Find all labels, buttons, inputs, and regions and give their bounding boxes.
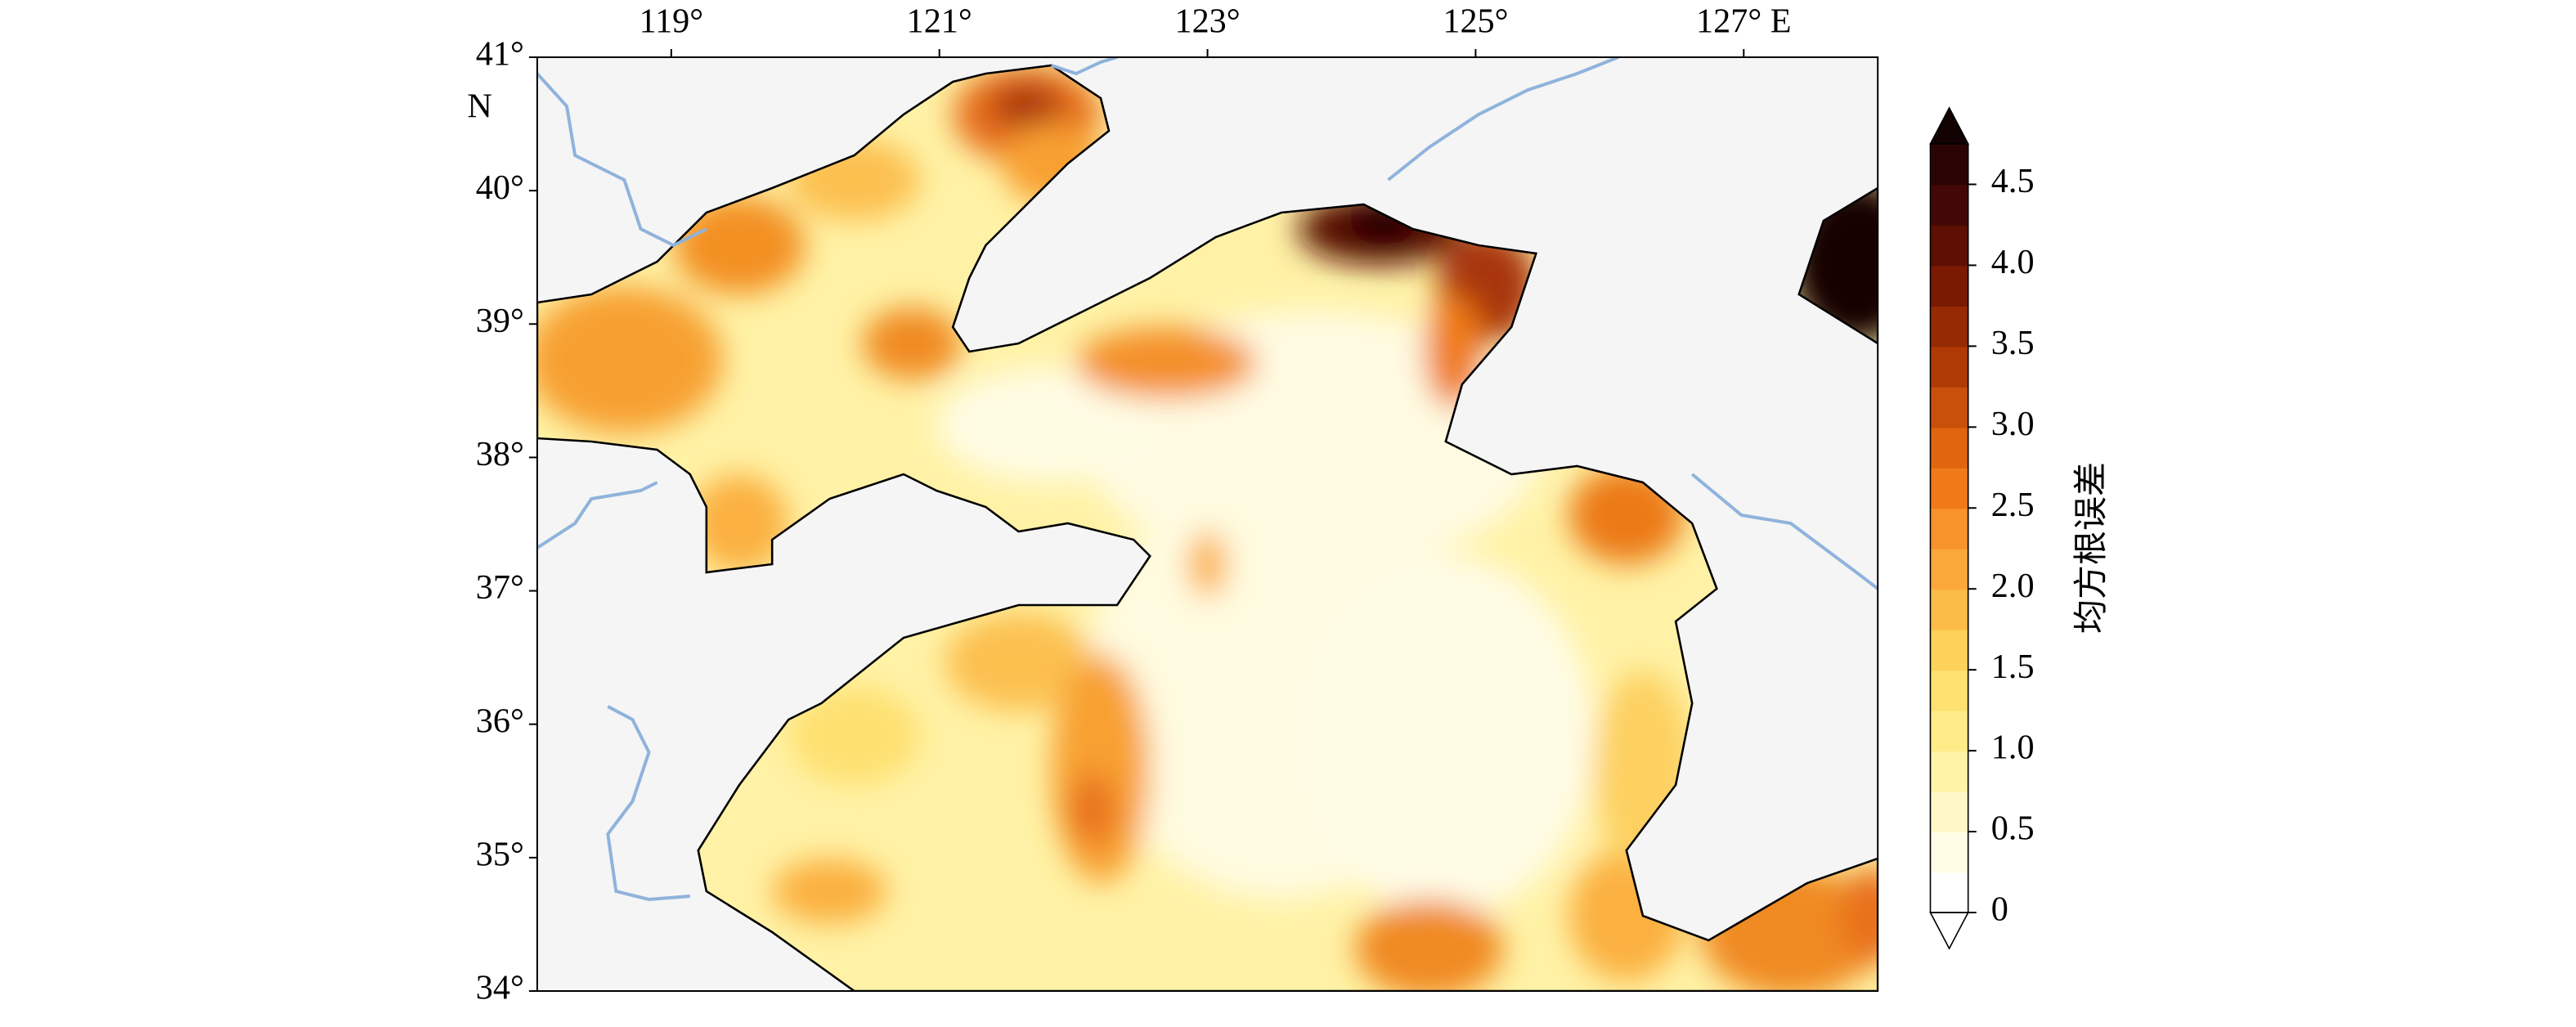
colorbar-segment — [1930, 629, 1968, 671]
colorbar-tick-label: 0.5 — [1991, 809, 2035, 848]
colorbar-tick-label: 2.0 — [1991, 567, 2035, 605]
colorbar-tick-label: 1.0 — [1991, 729, 2035, 767]
colorbar-segment — [1930, 670, 1968, 711]
colorbar-frame — [1929, 143, 1969, 913]
colorbar-segment — [1930, 427, 1968, 469]
colorbar-segment — [1930, 832, 1968, 873]
y-tick-label: 36° — [476, 702, 524, 740]
colorbar-segment — [1930, 872, 1968, 913]
colorbar-segment — [1930, 265, 1968, 307]
colorbar-segment — [1930, 467, 1968, 509]
colorbar-segment — [1930, 508, 1968, 549]
colorbar-tick-label: 4.5 — [1991, 162, 2035, 200]
y-tick-label: 34° — [476, 969, 524, 1007]
rivers — [536, 57, 1878, 902]
colorbar-over — [1929, 106, 1970, 145]
colorbar-label: 均方根误差 — [2072, 462, 2111, 634]
x-tick-label: 123° — [1174, 2, 1240, 41]
hemisphere-label: N — [467, 87, 491, 126]
y-tick-label: 40° — [476, 168, 524, 207]
colorbar-tick-label: 2.5 — [1991, 486, 2035, 524]
x-tick-label: 127° E — [1696, 2, 1791, 41]
colorbar-segment — [1930, 751, 1968, 792]
colorbar-segment — [1930, 144, 1968, 186]
y-tick-label: 38° — [476, 435, 524, 473]
colorbar-segment — [1930, 184, 1968, 226]
colorbar-segment — [1930, 386, 1968, 428]
colorbar-tick-label: 3.0 — [1991, 405, 2035, 443]
y-tick-label: 39° — [476, 302, 524, 340]
x-tick-label: 119° — [640, 2, 704, 41]
x-tick-label: 121° — [907, 2, 972, 41]
y-tick-label: 35° — [476, 836, 524, 874]
error-patches — [536, 65, 1878, 991]
colorbar-segment — [1930, 305, 1968, 348]
x-tick-label: 125° — [1443, 2, 1508, 41]
colorbar-tick-label: 0 — [1991, 890, 2008, 929]
colorbar-segment — [1930, 791, 1968, 833]
colorbar-under — [1929, 912, 1970, 950]
colorbar-tick-label: 4.0 — [1991, 243, 2035, 281]
colorbar-segment — [1930, 589, 1968, 630]
colorbar-segment — [1930, 710, 1968, 752]
colorbar-tick-label: 3.5 — [1991, 324, 2035, 362]
y-tick-label: 41° — [476, 35, 524, 74]
colorbar-segment — [1930, 224, 1968, 267]
colorbar-tick-label: 1.5 — [1991, 648, 2035, 686]
colorbar-segment — [1930, 548, 1968, 590]
y-tick-label: 37° — [476, 568, 524, 607]
colorbar-segment — [1930, 346, 1968, 388]
